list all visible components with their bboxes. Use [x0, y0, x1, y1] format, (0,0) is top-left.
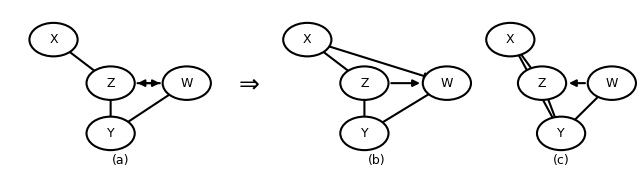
Ellipse shape — [588, 66, 636, 100]
Text: Y: Y — [360, 127, 368, 140]
Ellipse shape — [163, 66, 211, 100]
Ellipse shape — [340, 117, 388, 150]
Ellipse shape — [284, 23, 332, 56]
Ellipse shape — [537, 117, 585, 150]
Ellipse shape — [86, 66, 135, 100]
Text: $\Rightarrow$: $\Rightarrow$ — [234, 71, 260, 95]
Text: (a): (a) — [111, 154, 129, 167]
Text: X: X — [303, 33, 312, 46]
Text: Z: Z — [360, 77, 369, 90]
Ellipse shape — [340, 66, 388, 100]
Text: Z: Z — [106, 77, 115, 90]
Ellipse shape — [518, 66, 566, 100]
Text: W: W — [180, 77, 193, 90]
Text: X: X — [49, 33, 58, 46]
Text: X: X — [506, 33, 515, 46]
Text: (c): (c) — [553, 154, 570, 167]
Text: W: W — [605, 77, 618, 90]
Text: Y: Y — [557, 127, 565, 140]
Text: W: W — [441, 77, 453, 90]
Text: Y: Y — [107, 127, 115, 140]
Ellipse shape — [486, 23, 534, 56]
Text: (b): (b) — [368, 154, 386, 167]
Text: Z: Z — [538, 77, 547, 90]
Ellipse shape — [86, 117, 135, 150]
Ellipse shape — [423, 66, 471, 100]
Ellipse shape — [29, 23, 77, 56]
